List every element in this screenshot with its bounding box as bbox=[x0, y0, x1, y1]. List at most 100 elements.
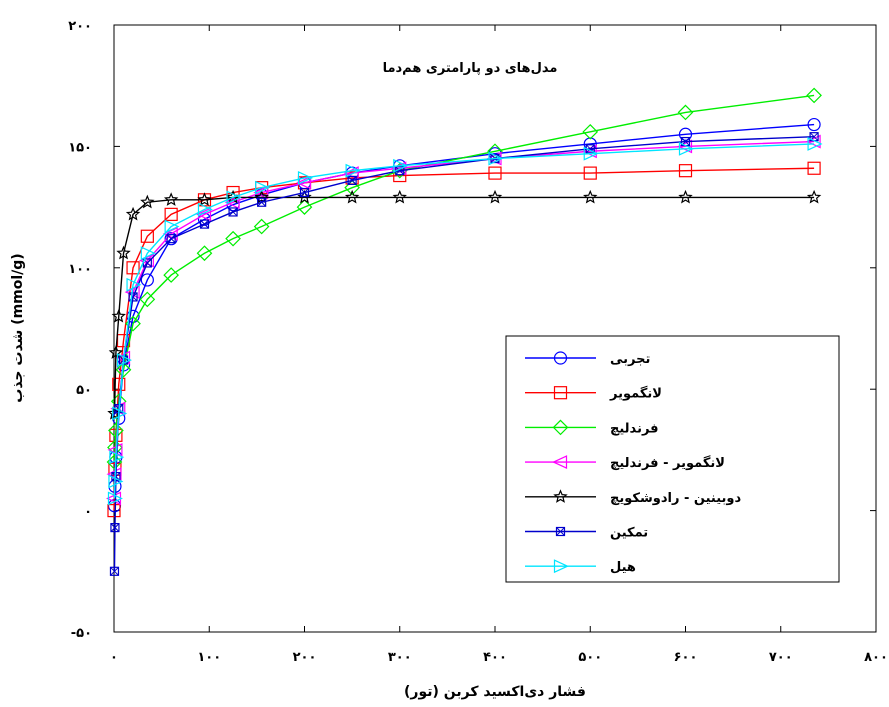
data-point bbox=[107, 504, 121, 518]
data-point bbox=[109, 566, 120, 576]
data-point bbox=[224, 195, 240, 210]
legend-label: لانگمویر bbox=[609, 386, 662, 402]
data-point bbox=[128, 292, 138, 302]
legend-marker bbox=[553, 489, 568, 503]
data-point bbox=[807, 161, 821, 175]
legend-marker bbox=[553, 559, 569, 574]
legend-marker bbox=[552, 455, 568, 470]
data-point bbox=[392, 189, 407, 204]
x-tick-label: ۲۰۰ bbox=[293, 650, 317, 665]
data-point bbox=[109, 450, 125, 465]
legend-label: دوبینین - رادوشکویچ bbox=[610, 491, 741, 506]
data-point bbox=[488, 166, 502, 180]
data-point bbox=[108, 345, 124, 359]
data-point bbox=[108, 474, 124, 489]
legend-label: فرندلیچ bbox=[610, 421, 659, 436]
legend-item: تجربی bbox=[525, 351, 650, 367]
data-point bbox=[115, 361, 132, 378]
data-point bbox=[199, 219, 210, 229]
data-point bbox=[112, 406, 128, 421]
data-point bbox=[111, 308, 126, 323]
data-point bbox=[162, 226, 178, 241]
data-point bbox=[107, 491, 123, 506]
data-point bbox=[140, 229, 154, 243]
data-point bbox=[126, 261, 140, 275]
data-point bbox=[583, 146, 599, 161]
data-point bbox=[140, 246, 156, 261]
ticks-layer: ۰ ۱۰۰ ۲۰۰ ۳۰۰ ۴۰۰ ۵۰۰ ۶۰۰ ۷۰۰ ۸۰۰ -۵۰ ۰ ۵۰ ۱۰۰ ۱۵۰ ۲۰۰ bbox=[68, 19, 888, 665]
data-point bbox=[196, 207, 212, 222]
data-point bbox=[806, 87, 822, 104]
data-point bbox=[488, 151, 504, 166]
data-point bbox=[255, 180, 271, 195]
legend-marker bbox=[552, 419, 569, 436]
data-point bbox=[257, 197, 267, 207]
data-point bbox=[487, 189, 503, 204]
data-point bbox=[163, 267, 179, 283]
legend-item: فرندلیچ bbox=[525, 419, 659, 436]
legend-marker bbox=[553, 386, 568, 400]
data-point bbox=[583, 166, 597, 180]
legend-item: دوبینین - رادوشکویچ bbox=[525, 489, 741, 506]
y-tick-label: -۵۰ bbox=[71, 626, 92, 641]
data-point bbox=[140, 194, 155, 209]
data-point bbox=[677, 104, 694, 121]
y-tick-label: ۱۵۰ bbox=[68, 140, 92, 155]
data-point bbox=[254, 189, 269, 204]
legend-label: لانگمویر - فرندلیچ bbox=[610, 455, 725, 471]
legend-label: تجربی bbox=[610, 352, 650, 367]
y-tick-label: ۵۰ bbox=[76, 383, 92, 398]
data-point bbox=[107, 442, 123, 457]
data-point bbox=[225, 230, 241, 247]
data-point bbox=[393, 158, 409, 173]
data-point bbox=[807, 117, 821, 132]
y-tick-label: ۰ bbox=[84, 505, 92, 520]
legend-item: لانگمویر - فرندلیچ bbox=[525, 455, 725, 471]
legend: تجربی لانگمویر فرندلیچ لانگمویر - فرندلیچ دو… bbox=[505, 335, 840, 583]
series-6 bbox=[107, 137, 823, 506]
data-point bbox=[226, 190, 242, 205]
legend-label: هیل bbox=[610, 560, 636, 575]
data-point bbox=[806, 189, 822, 204]
data-point bbox=[296, 199, 313, 215]
x-tick-label: ۱۰۰ bbox=[197, 650, 221, 665]
x-tick-label: ۰ bbox=[110, 650, 118, 665]
data-point bbox=[164, 207, 178, 221]
data-point bbox=[164, 219, 180, 234]
data-point bbox=[347, 175, 357, 185]
legend-label: تمکین bbox=[610, 526, 648, 541]
data-point bbox=[139, 291, 156, 308]
data-point bbox=[583, 189, 598, 204]
data-point bbox=[253, 218, 270, 235]
data-point bbox=[299, 187, 310, 198]
data-point bbox=[678, 127, 693, 141]
data-point bbox=[166, 234, 176, 244]
legend-marker bbox=[553, 351, 568, 365]
data-point bbox=[678, 164, 693, 178]
data-point bbox=[344, 179, 360, 196]
data-point bbox=[197, 192, 212, 206]
series-line bbox=[113, 143, 815, 499]
data-point bbox=[163, 192, 179, 206]
data-point bbox=[126, 277, 142, 292]
y-axis-title: شدت جذب (mmol/g) bbox=[10, 253, 26, 402]
x-tick-label: ۳۰۰ bbox=[388, 650, 412, 665]
series-line bbox=[113, 167, 815, 511]
series-layer bbox=[106, 87, 823, 576]
data-point bbox=[344, 189, 360, 204]
x-tick-label: ۵۰۰ bbox=[578, 650, 602, 665]
data-point bbox=[116, 353, 132, 368]
data-point bbox=[112, 377, 126, 391]
data-point bbox=[197, 202, 213, 217]
x-tick-label: ۴۰۰ bbox=[483, 650, 507, 665]
y-tick-label: ۲۰۰ bbox=[68, 19, 92, 34]
data-point bbox=[807, 137, 823, 151]
data-point bbox=[140, 273, 154, 287]
chart-annotation: مدل‌های دو پارامتری هم‌دما bbox=[383, 61, 558, 76]
data-point bbox=[253, 185, 269, 200]
data-point bbox=[582, 123, 599, 140]
x-tick-label: ۷۰۰ bbox=[769, 650, 793, 665]
data-point bbox=[196, 245, 213, 262]
